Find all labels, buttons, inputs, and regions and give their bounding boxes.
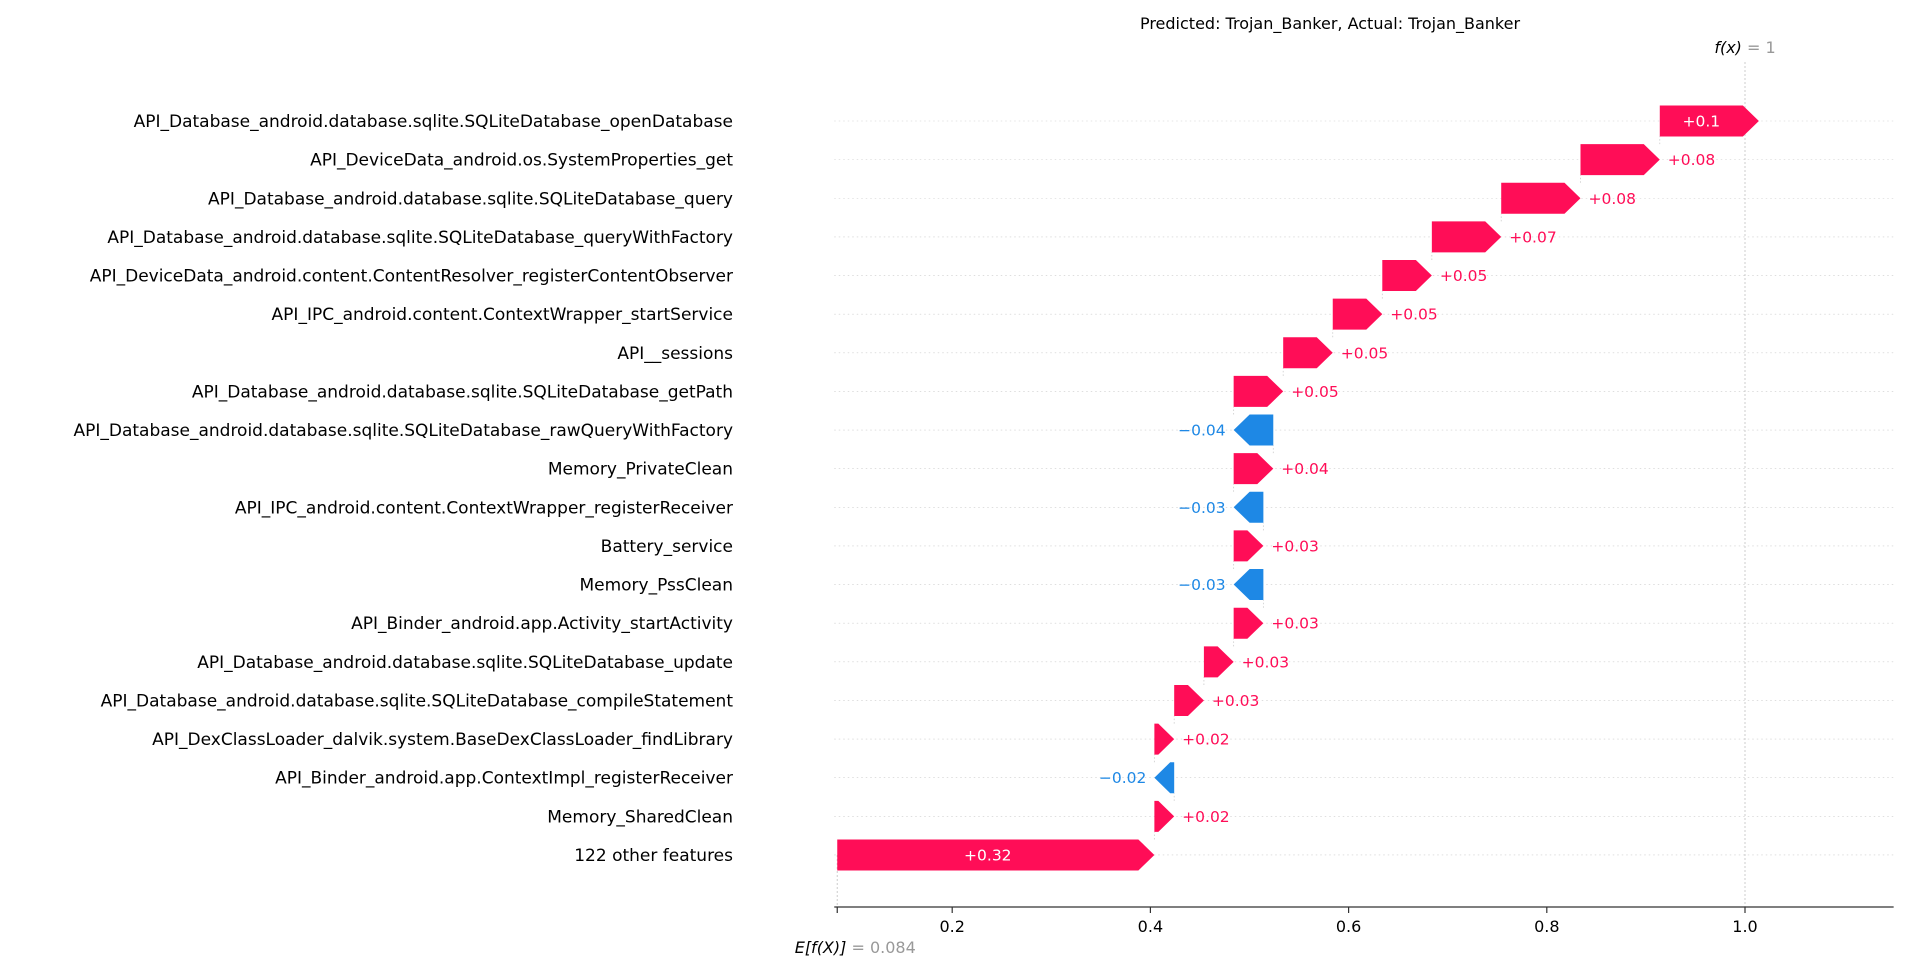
feature-name-label: API__sessions bbox=[617, 344, 733, 364]
bar-positive bbox=[1233, 375, 1284, 407]
x-tick-label: 0.4 bbox=[1138, 917, 1163, 936]
bar-value-label: +0.08 bbox=[1668, 151, 1716, 169]
bar-value-label: +0.05 bbox=[1390, 306, 1438, 324]
feature-name-label: API_Binder_android.app.Activity_startAct… bbox=[351, 614, 733, 634]
feature-name-label: API_Database_android.database.sqlite.SQL… bbox=[73, 421, 733, 441]
bar-positive bbox=[1580, 144, 1660, 176]
bar-positive bbox=[1203, 646, 1234, 678]
bar-value-label: +0.03 bbox=[1242, 653, 1290, 671]
output-value-annotation: f(x) = 1 bbox=[1714, 38, 1775, 57]
bar-value-label: −0.04 bbox=[1178, 422, 1226, 440]
output-expr: f(x) bbox=[1714, 38, 1742, 57]
bar-value-label: +0.03 bbox=[1212, 692, 1260, 710]
bar-negative bbox=[1233, 491, 1264, 523]
feature-name-label: API_IPC_android.content.ContextWrapper_r… bbox=[235, 498, 733, 518]
bar-value-label: +0.02 bbox=[1182, 808, 1230, 826]
bar-value-label: +0.03 bbox=[1271, 615, 1319, 633]
x-tick-label: 0.8 bbox=[1534, 917, 1559, 936]
bar-positive bbox=[1283, 337, 1333, 369]
bar-positive bbox=[1382, 260, 1432, 292]
bars-layer bbox=[837, 105, 1759, 871]
feature-name-label: 122 other features bbox=[574, 846, 733, 866]
reference-lines bbox=[836, 62, 1746, 913]
bar-positive bbox=[1154, 800, 1175, 832]
x-tick-label: 1.0 bbox=[1732, 917, 1757, 936]
bar-positive bbox=[837, 839, 1155, 871]
bar-positive bbox=[1332, 298, 1383, 330]
bar-value-label: −0.02 bbox=[1099, 769, 1147, 787]
feature-name-label: API_DeviceData_android.content.ContentRe… bbox=[90, 267, 733, 287]
chart-title: Predicted: Trojan_Banker, Actual: Trojan… bbox=[1140, 14, 1521, 34]
feature-name-label: API_Database_android.database.sqlite.SQL… bbox=[101, 691, 734, 711]
bar-value-label: +0.04 bbox=[1281, 460, 1329, 478]
feature-name-label: Memory_PrivateClean bbox=[548, 460, 733, 480]
bar-negative bbox=[1233, 569, 1264, 601]
feature-name-label: API_Database_android.database.sqlite.SQL… bbox=[208, 189, 733, 209]
feature-name-label: API_Database_android.database.sqlite.SQL… bbox=[197, 653, 733, 673]
bar-value-label: −0.03 bbox=[1178, 576, 1226, 594]
bar-value-label: +0.08 bbox=[1588, 190, 1636, 208]
bar-value-label: −0.03 bbox=[1178, 499, 1226, 517]
feature-name-label: API_Database_android.database.sqlite.SQL… bbox=[192, 382, 733, 402]
feature-name-label: API_IPC_android.content.ContextWrapper_s… bbox=[272, 305, 733, 325]
feature-name-label: API_Database_android.database.sqlite.SQL… bbox=[134, 112, 733, 132]
feature-name-label: API_Binder_android.app.ContextImpl_regis… bbox=[275, 769, 733, 789]
bar-value-label: +0.05 bbox=[1291, 383, 1339, 401]
bar-value-label: +0.02 bbox=[1182, 731, 1230, 749]
bar-value-label: +0.1 bbox=[1683, 113, 1721, 131]
bar-value-label: +0.03 bbox=[1271, 537, 1319, 555]
output-value: = 1 bbox=[1742, 38, 1776, 57]
feature-name-label: Battery_service bbox=[601, 537, 733, 557]
base-expr: E[f(X)] bbox=[795, 938, 847, 957]
bar-positive bbox=[1431, 221, 1502, 253]
bar-value-label: +0.05 bbox=[1341, 344, 1389, 362]
x-tick-label: 0.2 bbox=[939, 917, 964, 936]
base-value: = 0.084 bbox=[846, 938, 915, 957]
bar-negative bbox=[1154, 762, 1175, 794]
feature-name-label: Memory_PssClean bbox=[579, 576, 733, 596]
feature-name-label: Memory_SharedClean bbox=[547, 807, 733, 827]
x-tick-label: 0.6 bbox=[1336, 917, 1361, 936]
bar-value-label: +0.07 bbox=[1509, 228, 1557, 246]
feature-labels-layer: +0.1 API_Database_android.database.sqlite… bbox=[73, 112, 1720, 866]
bar-positive bbox=[1233, 453, 1274, 485]
bar-value-label: +0.05 bbox=[1440, 267, 1488, 285]
bar-positive bbox=[1233, 607, 1264, 639]
bar-value-label: +0.32 bbox=[964, 846, 1012, 864]
feature-name-label: API_DexClassLoader_dalvik.system.BaseDex… bbox=[152, 730, 733, 750]
bar-positive bbox=[1154, 723, 1175, 755]
x-axis: 0.2 0.4 0.6 0.8 1.0 f(x) = 1 E[f(X)] = 0.084 bbox=[795, 38, 1894, 957]
feature-name-label: API_Database_android.database.sqlite.SQL… bbox=[107, 228, 733, 248]
bar-positive bbox=[1233, 530, 1264, 562]
bar-positive bbox=[1174, 684, 1204, 716]
bar-positive bbox=[1659, 105, 1759, 137]
feature-name-label: API_DeviceData_android.os.SystemProperti… bbox=[310, 151, 733, 171]
base-value-annotation: E[f(X)] = 0.084 bbox=[795, 938, 916, 957]
bar-negative bbox=[1233, 414, 1274, 446]
bar-positive bbox=[1501, 182, 1581, 214]
grid-layer bbox=[834, 120, 1894, 856]
